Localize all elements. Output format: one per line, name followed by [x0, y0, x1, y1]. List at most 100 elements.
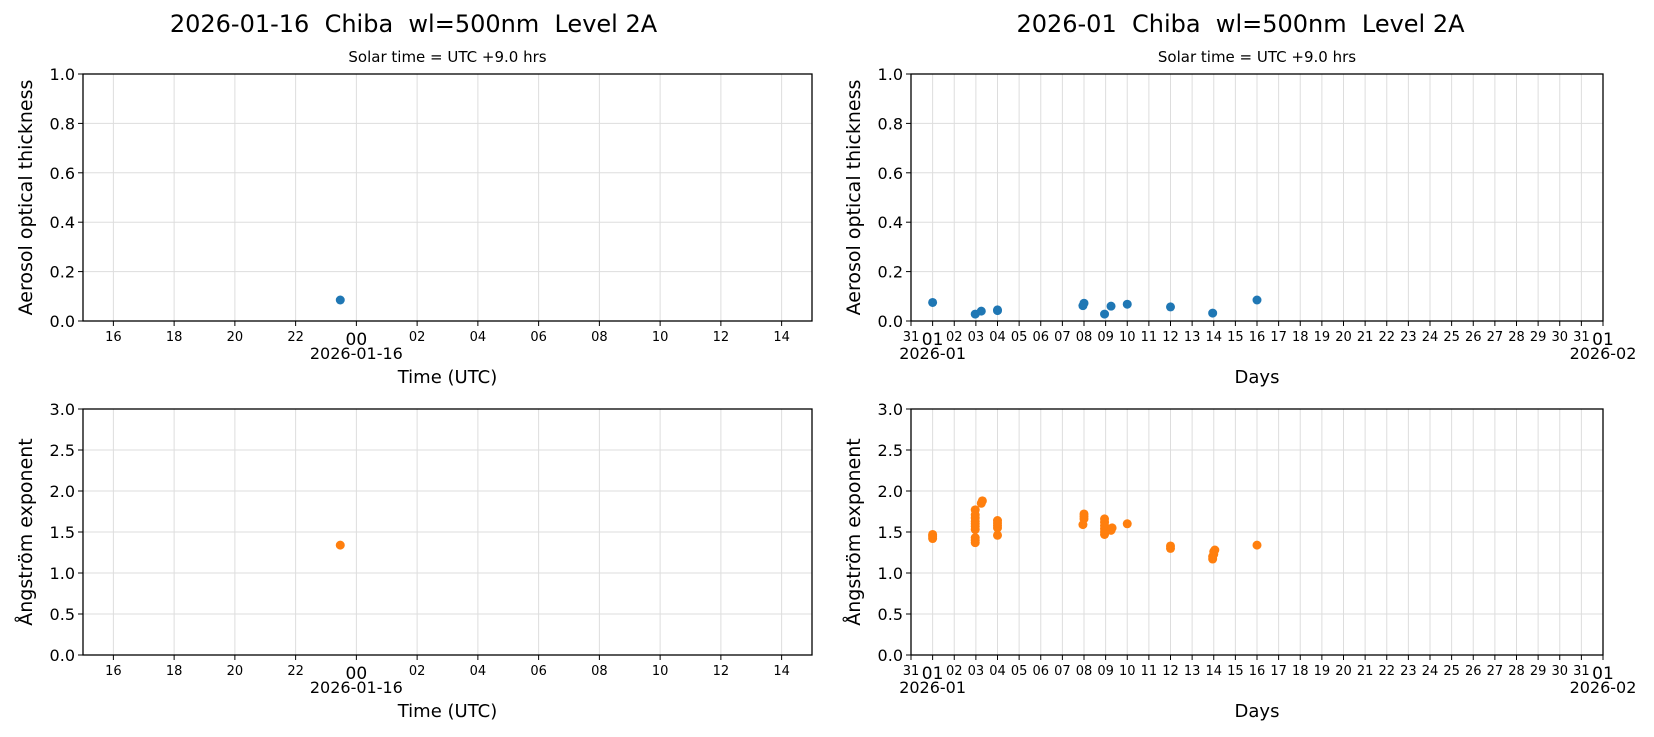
y-tick-label: 0.0 [878, 312, 903, 331]
x-tick-label: 22 [287, 664, 304, 679]
x-tick-label: 31 [1573, 664, 1590, 679]
y-tick-label: 0.8 [878, 114, 903, 133]
y-axis-label: Ångström exponent [842, 438, 865, 626]
x-axis-label: Days [1235, 701, 1280, 722]
x-tick-label: 23 [1400, 330, 1417, 345]
x-tick-label: 09 [1097, 330, 1114, 345]
x-tick-label: 31 [1573, 330, 1590, 345]
x-tick-label: 21 [1357, 664, 1374, 679]
x-tick-label: 13 [1184, 330, 1201, 345]
x-tick-label: 10 [1119, 330, 1136, 345]
x-tick-label: 07 [1054, 330, 1071, 345]
data-point [1208, 308, 1218, 318]
x-axis-label: Days [1235, 367, 1280, 388]
data-point [977, 496, 987, 506]
data-point [1166, 541, 1175, 551]
y-tick-label: 0.0 [878, 646, 903, 665]
x-tick-label: 25 [1443, 664, 1460, 679]
data-point [335, 540, 345, 550]
x-date-label: 2026-01 [899, 678, 966, 697]
y-tick-label: 0.6 [50, 164, 75, 183]
x-tick-label: 05 [1011, 664, 1028, 679]
x-tick-label: 27 [1487, 330, 1504, 345]
x-tick-label: 04 [470, 330, 487, 345]
data-point [1100, 309, 1110, 319]
x-tick-label: 17 [1270, 664, 1287, 679]
data-point [928, 297, 938, 307]
data-point [1106, 301, 1116, 311]
x-tick-label: 12 [713, 330, 730, 345]
data-point [993, 306, 1002, 316]
y-tick-label: 0.4 [50, 213, 75, 232]
x-tick-label: 22 [1378, 664, 1395, 679]
x-tick-label: 04 [989, 330, 1006, 345]
x-tick-label: 02 [409, 330, 426, 345]
x-tick-label: 04 [470, 664, 487, 679]
y-tick-label: 1.5 [878, 523, 903, 542]
x-date-label: 2026-02 [1570, 678, 1637, 697]
x-tick-label: 21 [1357, 330, 1374, 345]
x-tick-label: 20 [227, 664, 244, 679]
x-tick-label: 02 [946, 664, 963, 679]
data-point [1252, 540, 1262, 550]
y-tick-label: 0.5 [878, 605, 903, 624]
x-tick-label: 12 [713, 664, 730, 679]
x-tick-label: 00 [346, 330, 368, 350]
y-axis-label: Aerosol optical thickness [843, 80, 865, 316]
x-tick-label: 10 [652, 664, 669, 679]
y-tick-label: 0.6 [878, 164, 903, 183]
x-tick-label: 25 [1443, 330, 1460, 345]
data-point [1122, 519, 1132, 529]
x-date-label: 2026-01-16 [310, 678, 403, 697]
y-tick-label: 0.2 [50, 263, 75, 282]
x-tick-label: 01 [922, 330, 944, 350]
left-figure-title: 2026-01-16 Chiba wl=500nm Level 2A [169, 10, 658, 38]
x-tick-label: 04 [989, 664, 1006, 679]
data-point [1107, 523, 1117, 533]
x-tick-label: 24 [1422, 664, 1439, 679]
x-tick-label: 20 [227, 330, 244, 345]
y-tick-label: 1.0 [878, 564, 903, 583]
x-tick-label: 18 [1292, 330, 1309, 345]
y-tick-label: 2.0 [50, 482, 75, 501]
y-tick-label: 0.5 [50, 605, 75, 624]
x-tick-label: 16 [1249, 330, 1266, 345]
y-tick-label: 0.8 [50, 114, 75, 133]
data-point [335, 295, 345, 305]
x-tick-label: 01 [1592, 664, 1614, 684]
plot-subtitle: Solar time = UTC +9.0 hrs [1158, 48, 1356, 66]
data-point [976, 306, 986, 316]
y-tick-label: 3.0 [50, 400, 75, 419]
y-tick-label: 1.0 [50, 65, 75, 84]
x-tick-label: 31 [903, 330, 920, 345]
x-tick-label: 10 [652, 330, 669, 345]
x-axis-label: Time (UTC) [397, 701, 498, 722]
y-tick-label: 0.2 [878, 263, 903, 282]
x-date-label: 2026-01-16 [310, 344, 403, 363]
x-tick-label: 24 [1422, 330, 1439, 345]
y-axis-label: Ångström exponent [14, 438, 37, 626]
x-tick-label: 23 [1400, 664, 1417, 679]
data-point [1122, 299, 1132, 309]
x-tick-label: 18 [166, 664, 183, 679]
x-tick-label: 08 [1076, 664, 1093, 679]
data-point [1079, 509, 1089, 519]
y-axis-label: Aerosol optical thickness [15, 80, 37, 316]
x-tick-label: 01 [922, 664, 944, 684]
data-point [993, 516, 1002, 526]
x-tick-label: 13 [1184, 664, 1201, 679]
y-tick-label: 0.0 [50, 312, 75, 331]
x-tick-label: 16 [1249, 664, 1266, 679]
x-tick-label: 29 [1530, 664, 1547, 679]
data-point [970, 533, 980, 543]
x-tick-label: 02 [409, 664, 426, 679]
data-point [1252, 295, 1262, 305]
x-tick-label: 20 [1335, 330, 1352, 345]
y-tick-label: 1.0 [878, 65, 903, 84]
y-tick-label: 0.4 [878, 213, 903, 232]
x-date-label: 2026-02 [1570, 344, 1637, 363]
x-tick-label: 08 [1076, 330, 1093, 345]
x-tick-label: 17 [1270, 330, 1287, 345]
x-tick-label: 06 [530, 330, 547, 345]
